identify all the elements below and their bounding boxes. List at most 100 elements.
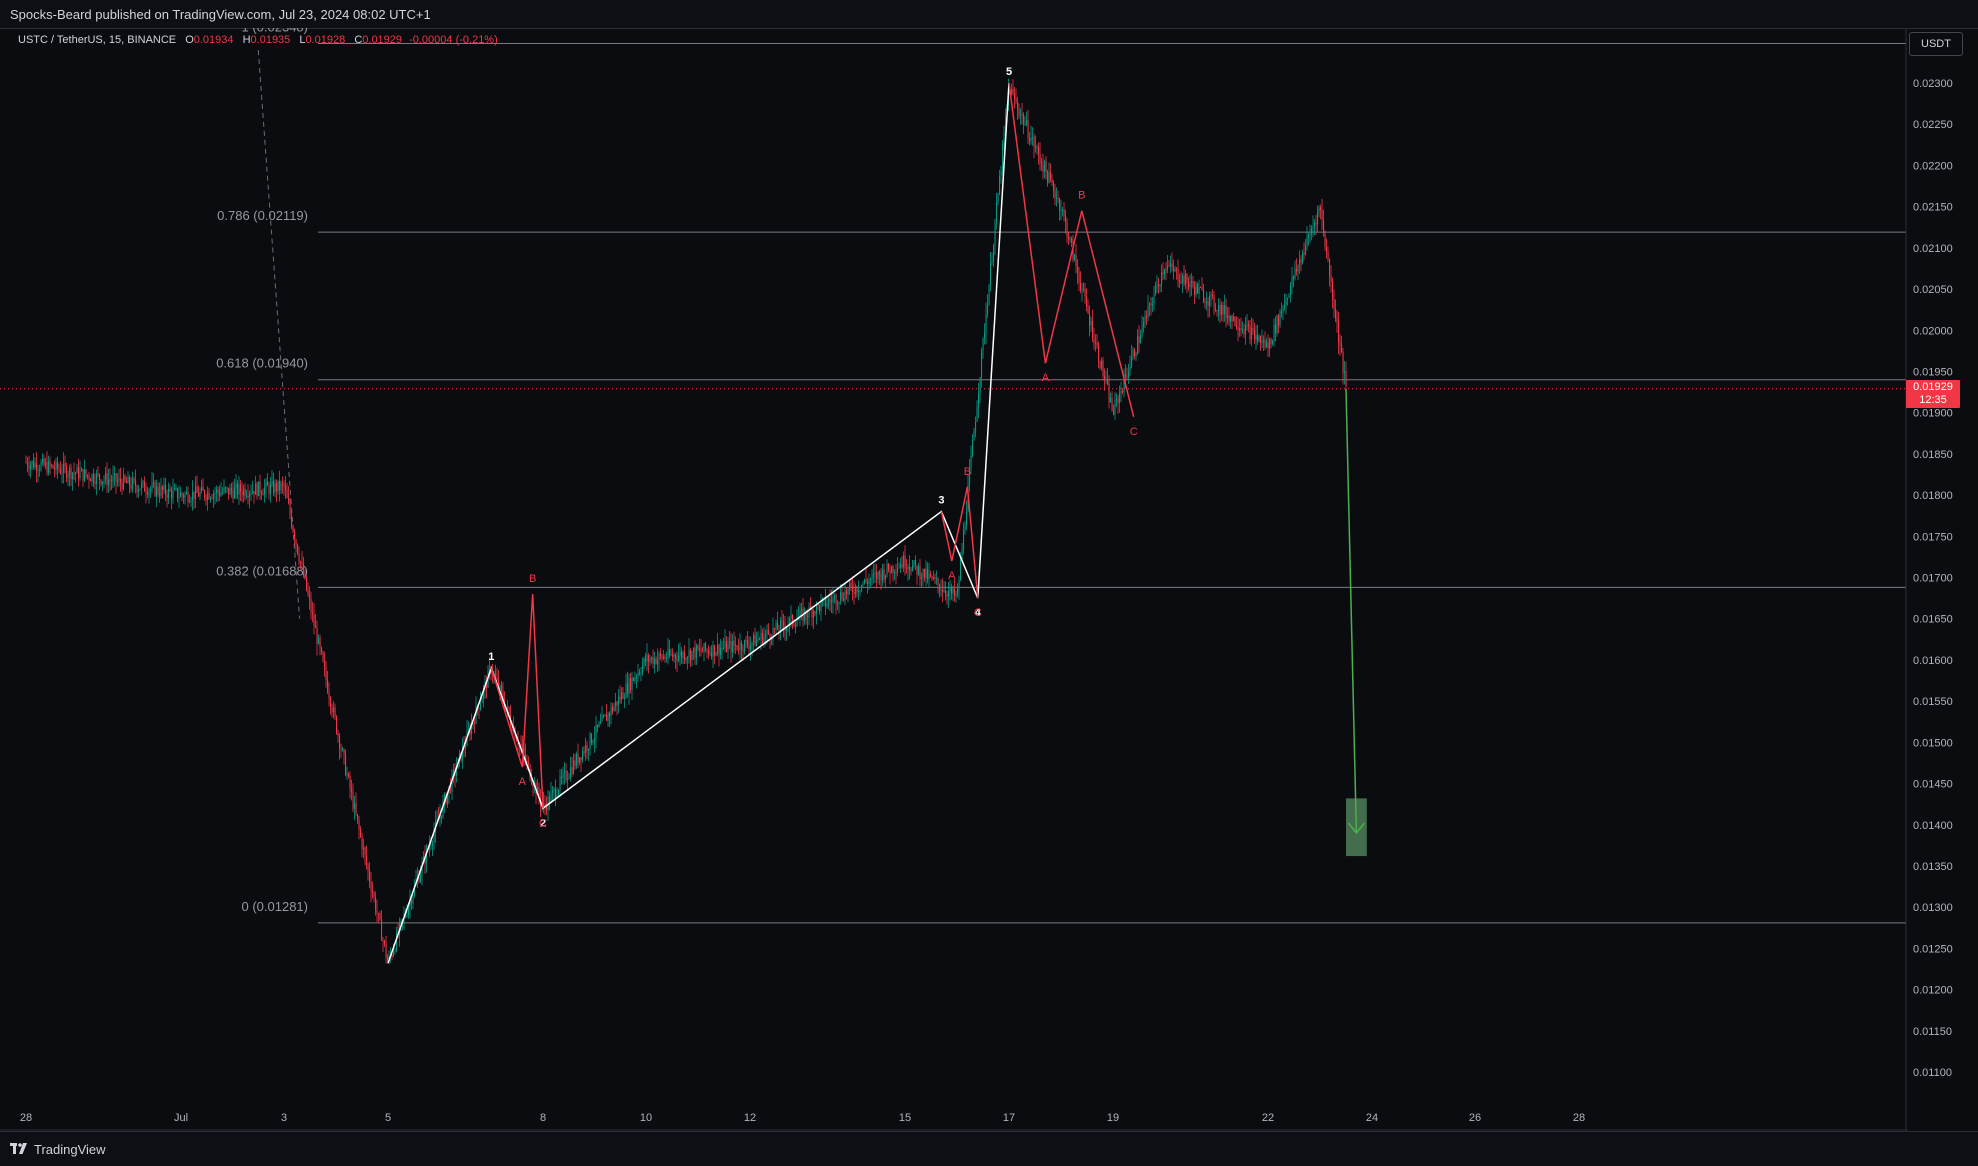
candle-body <box>661 655 663 659</box>
candle-body <box>1045 161 1047 172</box>
candle-body <box>801 608 803 611</box>
candle-body <box>775 622 777 630</box>
candle-body <box>1210 294 1212 296</box>
candle-body <box>940 589 942 591</box>
candle-body <box>304 576 306 578</box>
candle-body <box>115 473 117 483</box>
candle-body <box>1077 266 1079 273</box>
candle-body <box>120 478 122 484</box>
candle-body <box>624 697 626 699</box>
candle-body <box>1219 305 1221 315</box>
wave-label-4: 4 <box>975 607 982 619</box>
candle-body <box>1200 287 1202 289</box>
candle-body <box>1018 109 1020 116</box>
candle-body <box>121 483 123 490</box>
candle-body <box>721 647 723 649</box>
candle-body <box>1308 234 1310 237</box>
candle-body <box>337 732 339 736</box>
candle-body <box>838 601 840 604</box>
candle-body <box>472 722 474 725</box>
candle-body <box>78 467 80 479</box>
candle-body <box>480 702 482 710</box>
candle-body <box>520 744 522 748</box>
candle-body <box>1065 215 1067 222</box>
candle-body <box>832 597 834 603</box>
candle-body <box>490 668 492 675</box>
candle-body <box>361 836 363 850</box>
candle-body <box>241 491 243 496</box>
candle-body <box>456 768 458 776</box>
candle-body <box>1246 324 1248 326</box>
candle-body <box>631 677 633 690</box>
candle-body <box>846 591 848 595</box>
candle-body <box>792 615 794 625</box>
price-tick-label: 0.01750 <box>1913 531 1953 543</box>
currency-button[interactable]: USDT <box>1909 32 1963 56</box>
candle-body <box>109 479 111 481</box>
candle-body <box>867 581 869 585</box>
candle-body <box>156 486 158 496</box>
change-value: -0.00004 (-0.21%) <box>409 34 498 46</box>
candle-body <box>124 475 126 481</box>
candle-body <box>1050 172 1052 180</box>
price-chart[interactable]: 1 (0.02348) 0.786 (0.02119) 0.618 (0.01940… <box>0 28 1978 1131</box>
candle-body <box>436 818 438 822</box>
candle-body <box>739 642 741 651</box>
candle-body <box>49 461 51 466</box>
price-tick-label: 0.01200 <box>1913 985 1953 997</box>
candle-body <box>1002 144 1004 172</box>
candle-body <box>355 803 357 815</box>
time-tick-label: 26 <box>1469 1112 1481 1124</box>
candle-body <box>1258 335 1260 342</box>
candle-body <box>312 612 314 614</box>
candle-body <box>795 624 797 626</box>
candle-body <box>750 645 752 650</box>
candle-body <box>495 673 497 678</box>
candle-body <box>234 487 236 499</box>
candle-body <box>708 650 710 654</box>
candle-body <box>924 568 926 579</box>
candle-body <box>1117 398 1119 403</box>
time-tick-label: 3 <box>281 1112 287 1124</box>
correction-label-B: B <box>1078 190 1085 202</box>
candle-body <box>754 634 756 646</box>
candle-body <box>1251 328 1253 340</box>
candle-body <box>553 788 555 791</box>
wave-label-2: 2 <box>540 817 546 829</box>
candle-body <box>426 848 428 864</box>
candle-body <box>126 480 128 484</box>
time-axis: 28 Jul 3 5 8 10 12 15 17 19 22 24 26 28 <box>0 1112 1908 1131</box>
candle-body <box>789 618 791 626</box>
candle-body <box>1267 342 1269 349</box>
candle-body <box>729 641 731 644</box>
price-tick-label: 0.01400 <box>1913 820 1953 832</box>
candle-body <box>1134 350 1136 357</box>
price-tick-label: 0.01250 <box>1913 943 1953 955</box>
candle-body <box>114 473 116 477</box>
candle-body <box>808 607 810 618</box>
candle-body <box>927 568 929 580</box>
high-label: H <box>242 34 251 46</box>
candle-body <box>306 576 308 591</box>
tradingview-logo[interactable]: TradingView <box>0 1142 106 1157</box>
candle-body <box>744 640 746 652</box>
candle-body <box>1194 286 1196 295</box>
candle-body <box>1299 259 1301 266</box>
candle-body <box>162 486 164 490</box>
candle-body <box>895 572 897 574</box>
candle-body <box>444 795 446 803</box>
candle-body <box>1011 89 1013 95</box>
candle-body <box>1146 316 1148 318</box>
candle-body <box>1323 219 1325 234</box>
candle-body <box>1081 289 1083 291</box>
candle-body <box>771 638 773 640</box>
candle-body <box>1177 269 1179 281</box>
candle-body <box>196 486 198 493</box>
candle-body <box>675 655 677 659</box>
candle-body <box>277 480 279 492</box>
candle-body <box>793 624 795 626</box>
candle-body <box>1209 295 1211 306</box>
candle-body <box>142 481 144 484</box>
candle-body <box>249 493 251 498</box>
candle-body <box>1012 89 1014 93</box>
